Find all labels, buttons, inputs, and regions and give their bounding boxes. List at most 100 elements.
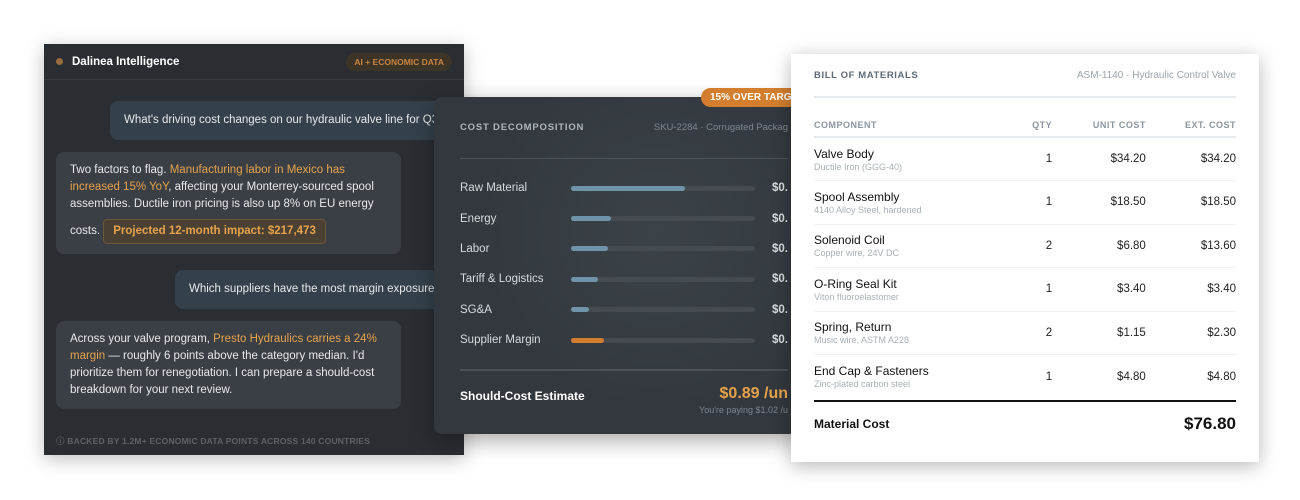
chat-panel: Dalinea Intelligence AI + ECONOMIC DATA … [44, 44, 464, 455]
unit-cost-cell: $34.20 [1052, 137, 1146, 181]
column-header: EXT. COST [1145, 120, 1236, 138]
impact-pill: Projected 12-month impact: $217,473 [103, 219, 326, 244]
cost-bar-fill [570, 337, 604, 343]
table-row: Valve Body Ductile Iron (GGG-40) 1 $34.20… [814, 137, 1236, 181]
bom-table: COMPONENT QTY UNIT COST EXT. COST Valve … [814, 120, 1236, 398]
should-cost-label: Should-Cost Estimate [460, 389, 585, 404]
cost-bar-fill [570, 216, 612, 222]
assistant-message: Two factors to flag. Manufacturing labor… [56, 152, 401, 254]
component-name: End Cap & Fasteners [814, 364, 929, 378]
component-spec: 4140 Alloy Steel, hardened [814, 204, 922, 215]
cost-bar-track [570, 337, 755, 343]
info-icon: ⓘ [56, 436, 68, 446]
component-name: Valve Body [814, 146, 874, 161]
cost-row: Labor $0. [460, 234, 788, 264]
data-source-badge: AI + ECONOMIC DATA [346, 52, 452, 71]
message-text: , affecting your Monterrey-sourced spool… [70, 181, 374, 237]
cost-label: Raw Material [460, 182, 528, 195]
ext-cost-cell: $13.60 [1145, 224, 1236, 268]
cost-value: $0. [772, 334, 788, 347]
qty-cell: 1 [1016, 137, 1053, 181]
cost-bar-track [570, 307, 755, 313]
total-label: Material Cost [814, 417, 890, 431]
cost-label: Supplier Margin [460, 334, 541, 347]
cost-bar-fill [570, 307, 590, 313]
current-price: You're paying $1.02 /u [699, 405, 788, 416]
cost-row: Supplier Margin $0. [460, 325, 788, 355]
message-text: Across your valve program, [70, 333, 214, 345]
unit-cost-cell: $3.40 [1052, 267, 1146, 312]
highlight-text: Manufacturing labor in Mexico has increa… [70, 164, 345, 193]
component-name: Spool Assembly [814, 189, 900, 204]
column-header: UNIT COST [1052, 120, 1146, 138]
card-title: COST DECOMPOSITION [460, 122, 585, 133]
ext-cost-cell: $34.20 [1145, 137, 1236, 181]
bill-of-materials-card: BILL OF MATERIALS ASM-1140 · Hydraulic C… [791, 54, 1259, 462]
should-cost-value: $0.89 /un [719, 385, 788, 403]
cost-bar-fill [570, 276, 599, 282]
highlight-text: Presto Hydraulics carries a 24% margin [70, 333, 377, 362]
ext-cost-cell: $2.30 [1145, 311, 1236, 355]
card-title: BILL OF MATERIALS [814, 69, 919, 81]
sku-label: SKU-2284 · Corrugated Packag [653, 122, 788, 133]
table-row: O-Ring Seal Kit Viton fluoroelastomer 1 $… [814, 267, 1236, 312]
qty-cell: 2 [1016, 311, 1053, 355]
cost-bar-fill [570, 246, 608, 252]
user-message: What's driving cost changes on our hydra… [110, 101, 459, 140]
cost-row: Energy $0. [460, 203, 788, 233]
total-value: $76.80 [1184, 414, 1236, 433]
assistant-message: Across your valve program, Presto Hydrau… [56, 321, 401, 409]
footer-text: BACKED BY 1.2M+ ECONOMIC DATA POINTS ACR… [67, 436, 371, 446]
unit-cost-cell: $1.15 [1052, 311, 1146, 355]
user-message: Which suppliers have the most margin exp… [175, 270, 455, 309]
component-spec: Ductile Iron (GGG-40) [814, 161, 903, 172]
cost-bar-fill [570, 185, 685, 191]
cost-bar-track [570, 276, 755, 282]
qty-cell: 2 [1016, 224, 1053, 268]
qty-cell: 1 [1045, 370, 1053, 383]
unit-cost-cell: $18.50 [1052, 180, 1146, 225]
cost-label: Energy [460, 212, 497, 225]
table-row: End Cap & Fasteners Zinc-plated carbon st… [814, 355, 1236, 399]
qty-cell: 1 [1016, 267, 1053, 312]
ext-cost-cell: $18.50 [1145, 180, 1236, 225]
component-name: O-Ring Seal Kit [814, 276, 897, 291]
assembly-label: ASM-1140 · Hydraulic Control Valve [1076, 69, 1236, 81]
over-target-badge: 15% OVER TARG [701, 88, 801, 107]
cost-value: $0. [772, 303, 788, 316]
table-row: Spring, Return Music wire, ASTM A228 2 $1… [814, 311, 1236, 355]
component-spec: Zinc-plated carbon steel [814, 379, 911, 389]
table-row: Solenoid Coil Copper wire, 24V DC 2 $6.80… [814, 224, 1236, 268]
status-dot-icon [56, 58, 63, 65]
cost-value: $0. [772, 212, 788, 225]
ext-cost-cell: $4.80 [1207, 370, 1236, 383]
cost-row: SG&A $0. [460, 295, 788, 325]
message-text: Two factors to flag. [70, 164, 170, 176]
table-row: Spool Assembly 4140 Alloy Steel, hardened… [814, 180, 1236, 225]
app-title: Dalinea Intelligence [72, 55, 180, 68]
chat-footer: ⓘ BACKED BY 1.2M+ ECONOMIC DATA POINTS A… [56, 435, 370, 447]
component-name: Solenoid Coil [814, 233, 885, 248]
component-spec: Copper wire, 24V DC [814, 248, 900, 259]
cost-value: $0. [772, 273, 788, 286]
cost-value: $0. [772, 242, 788, 255]
cost-decomposition-card: COST DECOMPOSITION SKU-2284 · Corrugated… [434, 97, 804, 434]
cost-label: Labor [460, 242, 490, 255]
column-header: QTY [1016, 120, 1053, 138]
cost-value: $0. [772, 182, 788, 195]
unit-cost-cell: $4.80 [1117, 370, 1146, 383]
cost-label: SG&A [460, 303, 492, 316]
unit-cost-cell: $6.80 [1052, 224, 1146, 268]
cost-bar-track [570, 246, 755, 252]
component-spec: Music wire, ASTM A228 [814, 335, 910, 346]
column-header: COMPONENT [814, 120, 1017, 138]
cost-bar-track [570, 185, 755, 191]
component-name: Spring, Return [814, 320, 892, 335]
component-spec: Viton fluoroelastomer [814, 291, 899, 302]
ext-cost-cell: $3.40 [1145, 267, 1236, 312]
message-text: — roughly 6 points above the category me… [70, 350, 375, 396]
cost-label: Tariff & Logistics [460, 273, 544, 286]
chat-header: Dalinea Intelligence AI + ECONOMIC DATA [44, 44, 464, 80]
cost-bar-track [570, 216, 755, 222]
material-cost-total: Material Cost $76.80 [814, 400, 1236, 446]
